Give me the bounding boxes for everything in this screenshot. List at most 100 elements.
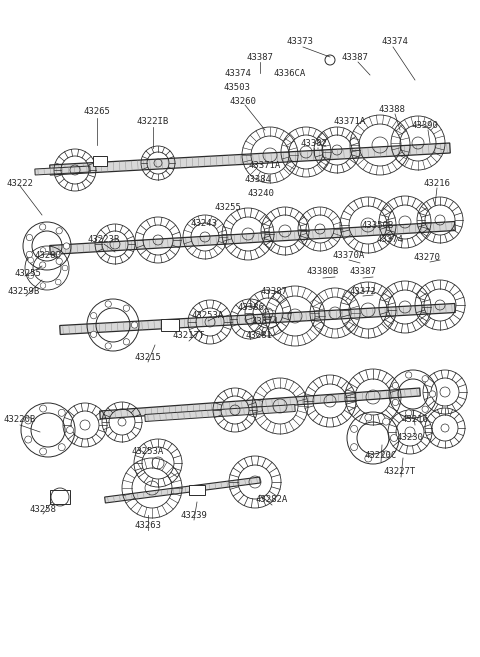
Bar bbox=[93, 156, 107, 166]
Text: 43220B: 43220B bbox=[4, 415, 36, 424]
Bar bbox=[189, 485, 205, 495]
Text: 43384: 43384 bbox=[245, 175, 271, 183]
Text: 43390: 43390 bbox=[411, 120, 438, 129]
Text: 43503: 43503 bbox=[224, 83, 251, 91]
Polygon shape bbox=[50, 143, 450, 175]
Circle shape bbox=[422, 376, 428, 382]
Circle shape bbox=[422, 406, 428, 413]
Text: 43255: 43255 bbox=[14, 269, 41, 277]
Text: 43239: 43239 bbox=[180, 512, 207, 520]
Circle shape bbox=[40, 248, 46, 253]
Circle shape bbox=[62, 265, 68, 271]
Text: 43215: 43215 bbox=[134, 353, 161, 363]
Circle shape bbox=[58, 409, 65, 417]
Text: 43270: 43270 bbox=[414, 252, 441, 261]
Text: 43263: 43263 bbox=[134, 522, 161, 530]
Text: 43371A: 43371A bbox=[334, 118, 366, 127]
Polygon shape bbox=[145, 405, 295, 422]
Circle shape bbox=[350, 443, 358, 451]
Text: 43240: 43240 bbox=[248, 189, 275, 198]
Text: 43387: 43387 bbox=[349, 267, 376, 277]
Text: 43387: 43387 bbox=[261, 286, 288, 296]
Bar bbox=[50, 490, 70, 504]
Text: 43372: 43372 bbox=[349, 286, 376, 296]
Text: 43258: 43258 bbox=[30, 505, 57, 514]
Text: 43382: 43382 bbox=[300, 139, 327, 148]
Circle shape bbox=[391, 434, 397, 442]
Text: 43259B: 43259B bbox=[8, 286, 40, 296]
Circle shape bbox=[429, 391, 436, 397]
Circle shape bbox=[406, 410, 412, 416]
Text: 43371A: 43371A bbox=[249, 160, 281, 170]
Circle shape bbox=[55, 251, 61, 257]
Circle shape bbox=[383, 418, 390, 425]
Circle shape bbox=[90, 313, 97, 319]
Circle shape bbox=[26, 235, 33, 240]
Text: 43265: 43265 bbox=[84, 108, 110, 116]
Text: 43243: 43243 bbox=[191, 219, 217, 229]
Text: 43374: 43374 bbox=[225, 68, 252, 78]
Circle shape bbox=[383, 451, 390, 458]
Circle shape bbox=[105, 343, 111, 349]
Circle shape bbox=[63, 243, 70, 249]
Circle shape bbox=[55, 279, 61, 285]
Polygon shape bbox=[100, 388, 420, 419]
Circle shape bbox=[58, 443, 65, 451]
Circle shape bbox=[28, 258, 34, 263]
Text: 43387: 43387 bbox=[342, 53, 369, 62]
Circle shape bbox=[26, 252, 33, 258]
Text: 43281: 43281 bbox=[246, 332, 273, 340]
Text: 43230: 43230 bbox=[396, 434, 423, 443]
Circle shape bbox=[39, 262, 46, 268]
Polygon shape bbox=[60, 304, 455, 334]
Text: 43350B: 43350B bbox=[362, 221, 394, 231]
Circle shape bbox=[90, 331, 97, 338]
Circle shape bbox=[350, 425, 358, 432]
Circle shape bbox=[24, 417, 32, 424]
Text: 43253A: 43253A bbox=[192, 311, 224, 321]
Circle shape bbox=[67, 426, 73, 434]
Text: 43216: 43216 bbox=[402, 415, 429, 424]
Text: 4336CA: 4336CA bbox=[274, 68, 306, 78]
Circle shape bbox=[105, 301, 111, 307]
Text: 43388: 43388 bbox=[379, 104, 406, 114]
Circle shape bbox=[56, 258, 62, 264]
Text: 43217T: 43217T bbox=[173, 332, 205, 340]
Text: 43374: 43374 bbox=[377, 235, 403, 244]
Bar bbox=[161, 319, 179, 331]
Text: 43216: 43216 bbox=[423, 179, 450, 187]
Text: 43222: 43222 bbox=[7, 179, 34, 187]
Circle shape bbox=[123, 338, 130, 345]
Text: 43380B: 43380B bbox=[307, 267, 339, 277]
Circle shape bbox=[132, 322, 138, 328]
Text: 4322IB: 4322IB bbox=[137, 118, 169, 127]
Circle shape bbox=[56, 227, 62, 234]
Text: 43282A: 43282A bbox=[256, 495, 288, 505]
Circle shape bbox=[40, 448, 47, 455]
Text: 43227T: 43227T bbox=[384, 468, 416, 476]
Circle shape bbox=[24, 436, 32, 443]
Text: 43220C: 43220C bbox=[365, 451, 397, 461]
Circle shape bbox=[365, 455, 372, 462]
Text: 43260: 43260 bbox=[229, 97, 256, 106]
Text: 43387: 43387 bbox=[247, 53, 274, 62]
Text: 43280: 43280 bbox=[35, 250, 61, 260]
Text: 43373: 43373 bbox=[287, 37, 313, 47]
Circle shape bbox=[39, 224, 46, 230]
Circle shape bbox=[40, 405, 47, 412]
Circle shape bbox=[123, 305, 130, 311]
Circle shape bbox=[392, 382, 398, 389]
Text: 43223B: 43223B bbox=[88, 235, 120, 244]
Text: 43370A: 43370A bbox=[333, 250, 365, 260]
Text: 43386: 43386 bbox=[238, 304, 264, 313]
Text: 43374: 43374 bbox=[382, 37, 408, 47]
Polygon shape bbox=[50, 221, 455, 254]
Circle shape bbox=[365, 414, 372, 421]
Text: 43253A: 43253A bbox=[132, 447, 164, 457]
Circle shape bbox=[28, 273, 34, 279]
Text: 43374: 43374 bbox=[252, 317, 278, 327]
Text: 43255: 43255 bbox=[215, 202, 241, 212]
Polygon shape bbox=[35, 166, 90, 175]
Circle shape bbox=[40, 283, 46, 288]
Circle shape bbox=[392, 399, 398, 405]
